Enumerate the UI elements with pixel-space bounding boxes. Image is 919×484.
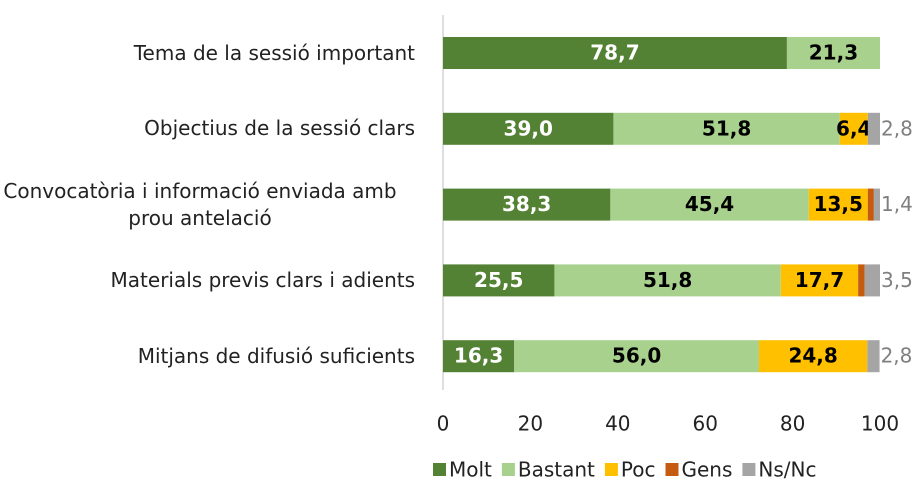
- value-label: 1,4: [881, 192, 913, 216]
- bar-segment: [443, 340, 515, 373]
- legend-swatch: [604, 463, 618, 476]
- x-tick-label: 0: [437, 412, 450, 436]
- bar-segment: [780, 264, 859, 297]
- bar-segment: [443, 112, 614, 145]
- bar-segment: [554, 264, 781, 297]
- bar-segment: [610, 188, 809, 221]
- bar-segment: [786, 37, 880, 69]
- category-label: Mitjans de difusió suficients: [0, 326, 415, 386]
- bar-segment: [443, 264, 555, 297]
- category-text: Materials previs clars i adients: [110, 267, 415, 292]
- value-label: 3,5: [881, 268, 913, 292]
- legend-swatch: [433, 463, 446, 476]
- bar-segment: [758, 340, 868, 373]
- value-label: 78,7: [590, 41, 639, 65]
- legend-swatch: [665, 463, 679, 476]
- value-label: 6,4: [836, 116, 871, 140]
- bar-segment: [867, 112, 880, 145]
- x-tick-label: 100: [861, 412, 899, 436]
- value-label: 25,5: [474, 268, 523, 292]
- category-label: Objectius de la sessió clars: [0, 99, 415, 159]
- value-label: 56,0: [612, 344, 661, 368]
- bar-segment: [873, 188, 880, 221]
- bar-segment: [864, 264, 880, 297]
- category-text: Mitjans de difusió suficients: [137, 343, 415, 368]
- value-label: 21,3: [809, 41, 858, 65]
- value-label: 38,3: [502, 192, 551, 216]
- value-label: 17,7: [795, 268, 844, 292]
- category-label: Convocatòria i informació enviada amb pr…: [0, 175, 415, 235]
- bar-segment: [808, 188, 868, 221]
- category-text: Objectius de la sessió clars: [144, 116, 415, 141]
- bar-segment: [867, 340, 880, 373]
- bar-segment: [613, 112, 840, 145]
- x-tick-label: 20: [518, 412, 543, 436]
- bar-segment: [867, 188, 874, 221]
- value-label: 39,0: [504, 116, 553, 140]
- bar-segment: [443, 37, 787, 69]
- value-label: 45,4: [685, 192, 734, 216]
- legend-swatch: [742, 463, 756, 476]
- value-label: 24,8: [788, 344, 837, 368]
- category-label: Materials previs clars i adients: [0, 250, 415, 310]
- bar-segment: [443, 188, 611, 221]
- category-text: Convocatòria i informació enviada amb pr…: [3, 178, 397, 230]
- legend-label: Ns/Nc: [758, 458, 816, 482]
- legend-swatch: [501, 463, 515, 476]
- bar-segment: [514, 340, 759, 373]
- value-label: 16,3: [454, 344, 503, 368]
- value-label: 13,5: [814, 192, 863, 216]
- bar-segment: [858, 264, 865, 297]
- legend-label: Bastant: [518, 458, 595, 482]
- value-label: 2,8: [881, 344, 913, 368]
- x-tick-label: 80: [780, 412, 805, 436]
- category-label: Tema de la sessió important: [0, 23, 415, 83]
- x-tick-label: 60: [692, 412, 717, 436]
- legend-label: Poc: [621, 458, 656, 482]
- x-tick-label: 40: [605, 412, 630, 436]
- category-text: Tema de la sessió important: [133, 40, 415, 65]
- value-label: 2,8: [881, 116, 913, 140]
- legend-label: Molt: [449, 458, 492, 482]
- value-label: 51,8: [643, 268, 692, 292]
- bar-segment: [839, 112, 868, 145]
- legend-label: Gens: [682, 458, 733, 482]
- value-label: 51,8: [702, 116, 751, 140]
